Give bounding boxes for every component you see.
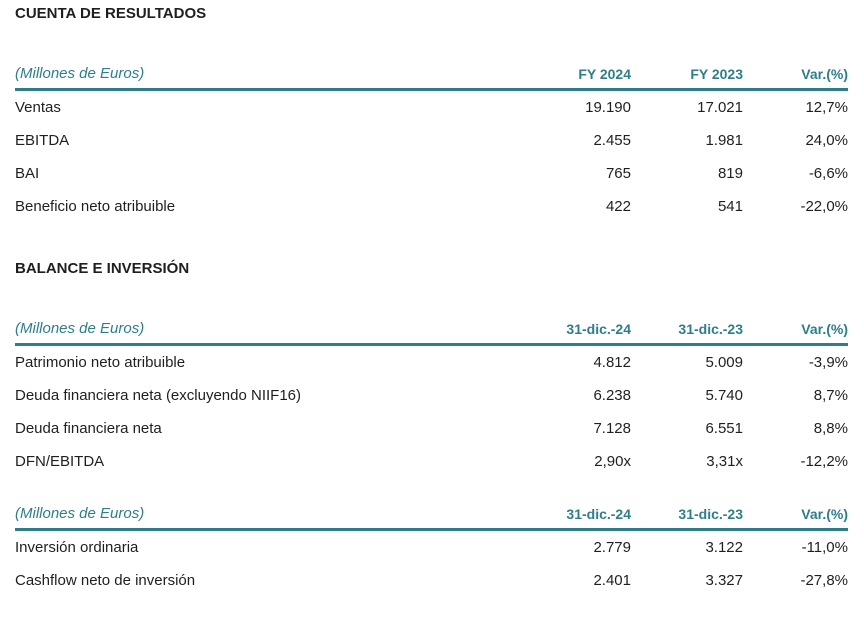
value-var: 24,0% [805, 132, 848, 149]
report-page: CUENTA DE RESULTADOS (Millones de Euros)… [15, 5, 848, 597]
investment-table: (Millones de Euros) 31-dic.-24 31-dic.-2… [15, 505, 848, 597]
row-label: Patrimonio neto atribuible [15, 354, 186, 371]
section-title-balance-investment: BALANCE E INVERSIÓN [15, 260, 190, 277]
column-header-dec24: 31-dic.-24 [519, 320, 631, 346]
row-label: Deuda financiera neta [15, 420, 162, 437]
table-row: Patrimonio neto atribuible 4.812 5.009 -… [15, 345, 848, 380]
value-fy2024: 422 [605, 198, 631, 215]
table-header-row: (Millones de Euros) 31-dic.-24 31-dic.-2… [15, 505, 848, 531]
row-label: Deuda financiera neta (excluyendo NIIF16… [15, 387, 301, 404]
value-dec24: 2.401 [593, 572, 631, 589]
value-dec24: 7.128 [593, 420, 631, 437]
value-var: 8,8% [813, 420, 848, 437]
value-dec24: 2,90x [594, 453, 631, 470]
value-var: -3,9% [808, 354, 848, 371]
table-header-row: (Millones de Euros) 31-dic.-24 31-dic.-2… [15, 320, 848, 346]
value-var: -11,0% [801, 539, 848, 556]
row-label: Ventas [15, 99, 61, 116]
table-row: Cashflow neto de inversión 2.401 3.327 -… [15, 564, 848, 597]
row-label: Beneficio neto atribuible [15, 198, 176, 215]
column-header-fy2024: FY 2024 [519, 65, 631, 91]
value-dec24: 2.779 [593, 539, 631, 556]
unit-label: (Millones de Euros) [15, 505, 519, 531]
column-header-dec23: 31-dic.-23 [631, 320, 743, 346]
value-var: 12,7% [805, 99, 848, 116]
value-dec23: 6.551 [705, 420, 743, 437]
value-dec23: 3,31x [706, 453, 743, 470]
value-fy2024: 765 [605, 165, 631, 182]
row-label: Inversión ordinaria [15, 539, 139, 556]
value-fy2023: 1.981 [705, 132, 743, 149]
table-row: Deuda financiera neta (excluyendo NIIF16… [15, 379, 848, 412]
value-dec24: 6.238 [593, 387, 631, 404]
value-dec24: 4.812 [593, 354, 631, 371]
value-dec23: 3.327 [705, 572, 743, 589]
row-label: Cashflow neto de inversión [15, 572, 196, 589]
value-var: -27,8% [800, 572, 848, 589]
table-row: BAI 765 819 -6,6% [15, 157, 848, 190]
column-header-dec24: 31-dic.-24 [519, 505, 631, 531]
row-label: EBITDA [15, 132, 70, 149]
column-header-var: Var.(%) [743, 505, 848, 531]
unit-label: (Millones de Euros) [15, 320, 519, 346]
column-header-var: Var.(%) [743, 320, 848, 346]
value-dec23: 3.122 [705, 539, 743, 556]
table-row: Deuda financiera neta 7.128 6.551 8,8% [15, 412, 848, 445]
column-header-fy2023: FY 2023 [631, 65, 743, 91]
value-fy2023: 819 [717, 165, 743, 182]
value-var: 8,7% [813, 387, 848, 404]
value-fy2024: 19.190 [585, 99, 631, 116]
unit-label: (Millones de Euros) [15, 65, 519, 91]
table-row: Ventas 19.190 17.021 12,7% [15, 90, 848, 125]
balance-sheet-table: (Millones de Euros) 31-dic.-24 31-dic.-2… [15, 320, 848, 478]
value-dec23: 5.740 [705, 387, 743, 404]
table-row: Beneficio neto atribuible 422 541 -22,0% [15, 190, 848, 223]
column-header-dec23: 31-dic.-23 [631, 505, 743, 531]
row-label: DFN/EBITDA [15, 453, 105, 470]
table-header-row: (Millones de Euros) FY 2024 FY 2023 Var.… [15, 65, 848, 91]
column-header-var: Var.(%) [743, 65, 848, 91]
row-label: BAI [15, 165, 40, 182]
value-fy2023: 541 [717, 198, 743, 215]
value-dec23: 5.009 [705, 354, 743, 371]
value-var: -12,2% [800, 453, 848, 470]
income-statement-table: (Millones de Euros) FY 2024 FY 2023 Var.… [15, 65, 848, 223]
value-var: -6,6% [808, 165, 848, 182]
section-title-income-statement: CUENTA DE RESULTADOS [15, 5, 207, 22]
table-row: EBITDA 2.455 1.981 24,0% [15, 124, 848, 157]
value-fy2023: 17.021 [697, 99, 743, 116]
table-row: Inversión ordinaria 2.779 3.122 -11,0% [15, 530, 848, 565]
table-row: DFN/EBITDA 2,90x 3,31x -12,2% [15, 445, 848, 478]
value-fy2024: 2.455 [593, 132, 631, 149]
value-var: -22,0% [800, 198, 848, 215]
